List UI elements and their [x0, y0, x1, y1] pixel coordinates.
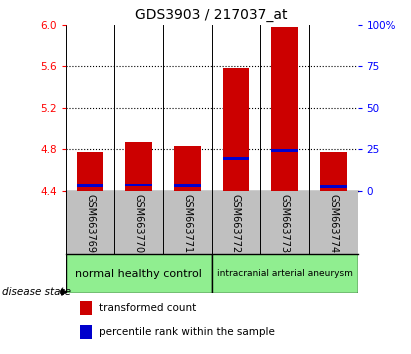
Bar [125, 142, 152, 191]
Text: percentile rank within the sample: percentile rank within the sample [99, 327, 275, 337]
Text: GSM663770: GSM663770 [134, 194, 144, 253]
Bar [81, 325, 92, 339]
Text: GSM663773: GSM663773 [279, 194, 290, 253]
Bar [271, 27, 298, 191]
Bar [212, 254, 358, 293]
Bar [320, 185, 346, 188]
Title: GDS3903 / 217037_at: GDS3903 / 217037_at [135, 8, 288, 22]
Bar [77, 152, 104, 191]
Text: GSM663772: GSM663772 [231, 194, 241, 253]
Bar [174, 146, 201, 191]
Text: intracranial arterial aneurysm: intracranial arterial aneurysm [217, 269, 353, 278]
Bar [125, 184, 152, 186]
Text: GSM663774: GSM663774 [328, 194, 338, 253]
Text: transformed count: transformed count [99, 303, 196, 313]
Bar [77, 184, 104, 187]
Bar [223, 157, 249, 160]
Text: normal healthy control: normal healthy control [75, 269, 202, 279]
Bar [320, 152, 346, 191]
Bar [271, 149, 298, 152]
Bar [223, 68, 249, 191]
Text: GSM663771: GSM663771 [182, 194, 192, 253]
Bar [66, 254, 212, 293]
Bar [81, 301, 92, 315]
Bar [174, 184, 201, 187]
Text: disease state: disease state [2, 287, 71, 297]
Text: GSM663769: GSM663769 [85, 194, 95, 253]
FancyArrow shape [61, 289, 66, 295]
